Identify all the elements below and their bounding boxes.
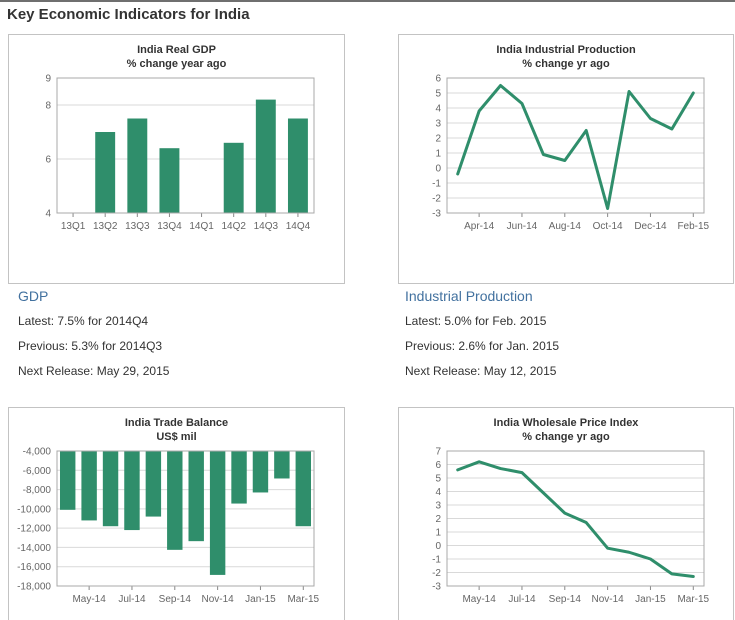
- chart-title: India Real GDP: [137, 44, 216, 56]
- gdp-bar-chart: 9 8 6 4 13Q1 13Q2 13Q3 13Q4 14Q1 14Q2 14Q3 14Q4: [45, 74, 315, 232]
- svg-text:14Q1: 14Q1: [189, 221, 214, 232]
- svg-text:-8,000: -8,000: [23, 485, 52, 496]
- svg-text:14Q4: 14Q4: [286, 221, 311, 232]
- chart-title: India Trade Balance: [124, 417, 229, 429]
- svg-text:-3: -3: [432, 209, 441, 220]
- svg-text:Apr-14: Apr-14: [464, 221, 494, 232]
- svg-text:-1: -1: [432, 179, 441, 190]
- svg-text:May-14: May-14: [72, 594, 106, 605]
- wholesale-price-index-line-chart: 7 6 5 4 3 2 1 0 -1 -2 -3 May-14 Jul-14 Sep-14 Nov-14 Ja…: [432, 447, 709, 606]
- svg-text:4: 4: [435, 487, 441, 498]
- svg-text:Mar-15: Mar-15: [287, 594, 319, 605]
- svg-text:May-14: May-14: [462, 594, 496, 605]
- svg-text:5: 5: [435, 89, 441, 100]
- wholesale-price-index-chart-panel: India Wholesale Price Index % change yr …: [398, 407, 734, 620]
- svg-text:6: 6: [45, 155, 51, 166]
- gdp-previous-value: Previous: 5.3% for 2014Q3: [18, 339, 163, 353]
- svg-text:2: 2: [435, 514, 441, 525]
- svg-text:Aug-14: Aug-14: [548, 221, 581, 232]
- trade-balance-bar-chart: -4,000 -6,000 -8,000 -10,000 -12,000 -14,000 -…: [17, 447, 319, 606]
- gdp-latest-value: Latest: 7.5% for 2014Q4: [18, 314, 149, 328]
- svg-text:0: 0: [435, 164, 441, 175]
- svg-text:4: 4: [45, 209, 51, 220]
- svg-text:Nov-14: Nov-14: [591, 594, 624, 605]
- svg-text:13Q4: 13Q4: [157, 221, 182, 232]
- page-title: Key Economic Indicators for India: [7, 6, 250, 23]
- svg-text:6: 6: [435, 460, 441, 471]
- svg-text:Sep-14: Sep-14: [548, 594, 581, 605]
- top-divider: [0, 0, 735, 2]
- svg-text:14Q3: 14Q3: [254, 221, 279, 232]
- svg-text:-6,000: -6,000: [23, 466, 52, 477]
- trade-balance-chart-panel: India Trade Balance US$ mil -4,000 -6,000…: [8, 407, 345, 620]
- svg-text:-3: -3: [432, 582, 441, 593]
- industrial-production-link[interactable]: Industrial Production: [405, 288, 533, 304]
- svg-text:-18,000: -18,000: [17, 582, 51, 593]
- industrial-production-next-release: Next Release: May 12, 2015: [405, 364, 557, 378]
- svg-text:Jan-15: Jan-15: [635, 594, 666, 605]
- chart-subtitle: % change yr ago: [522, 431, 610, 443]
- chart-title: India Industrial Production: [496, 44, 636, 56]
- chart-subtitle: US$ mil: [156, 431, 197, 443]
- svg-text:Nov-14: Nov-14: [202, 594, 235, 605]
- svg-text:9: 9: [45, 74, 51, 85]
- svg-text:3: 3: [435, 501, 441, 512]
- svg-text:8: 8: [45, 101, 51, 112]
- svg-text:-1: -1: [432, 555, 441, 566]
- svg-text:6: 6: [435, 74, 441, 85]
- industrial-production-info-block: Industrial Production Latest: 5.0% for F…: [405, 288, 735, 389]
- svg-text:1: 1: [435, 528, 441, 539]
- chart-subtitle: % change yr ago: [522, 58, 610, 70]
- svg-text:1: 1: [435, 149, 441, 160]
- svg-text:2: 2: [435, 134, 441, 145]
- svg-text:-2: -2: [432, 194, 441, 205]
- svg-text:-14,000: -14,000: [17, 543, 51, 554]
- chart-title: India Wholesale Price Index: [493, 417, 639, 429]
- svg-text:Jan-15: Jan-15: [245, 594, 276, 605]
- svg-text:0: 0: [435, 541, 441, 552]
- industrial-production-previous-value: Previous: 2.6% for Jan. 2015: [405, 339, 560, 353]
- svg-text:-12,000: -12,000: [17, 524, 51, 535]
- svg-text:Oct-14: Oct-14: [592, 221, 622, 232]
- svg-text:Feb-15: Feb-15: [677, 221, 709, 232]
- industrial-production-latest-value: Latest: 5.0% for Feb. 2015: [405, 314, 547, 328]
- svg-text:7: 7: [435, 447, 441, 458]
- svg-text:5: 5: [435, 474, 441, 485]
- industrial-production-chart-panel: India Industrial Production % change yr …: [398, 34, 734, 284]
- svg-text:-4,000: -4,000: [23, 447, 52, 458]
- gdp-chart-panel: India Real GDP % change year ago 9 8 6 4 13Q…: [8, 34, 345, 284]
- svg-text:3: 3: [435, 119, 441, 130]
- svg-text:-16,000: -16,000: [17, 562, 51, 573]
- svg-text:13Q1: 13Q1: [61, 221, 86, 232]
- gdp-info-block: GDP Latest: 7.5% for 2014Q4 Previous: 5.…: [18, 288, 348, 389]
- svg-text:Jul-14: Jul-14: [118, 594, 146, 605]
- svg-text:-2: -2: [432, 568, 441, 579]
- svg-text:13Q3: 13Q3: [125, 221, 150, 232]
- svg-text:Dec-14: Dec-14: [634, 221, 667, 232]
- chart-subtitle: % change year ago: [126, 58, 227, 70]
- svg-text:Mar-15: Mar-15: [677, 594, 709, 605]
- svg-text:Jul-14: Jul-14: [508, 594, 536, 605]
- svg-text:14Q2: 14Q2: [221, 221, 246, 232]
- svg-text:13Q2: 13Q2: [93, 221, 118, 232]
- industrial-production-line-chart: 6 5 4 3 2 1 0 -1 -2 -3 Apr-14 Jun-14 Aug-14 Oct-14 Dec…: [432, 74, 709, 233]
- svg-text:Sep-14: Sep-14: [159, 594, 192, 605]
- gdp-next-release: Next Release: May 29, 2015: [18, 364, 170, 378]
- svg-text:Jun-14: Jun-14: [506, 221, 537, 232]
- svg-text:4: 4: [435, 104, 441, 115]
- svg-text:-10,000: -10,000: [17, 504, 51, 515]
- gdp-link[interactable]: GDP: [18, 288, 49, 304]
